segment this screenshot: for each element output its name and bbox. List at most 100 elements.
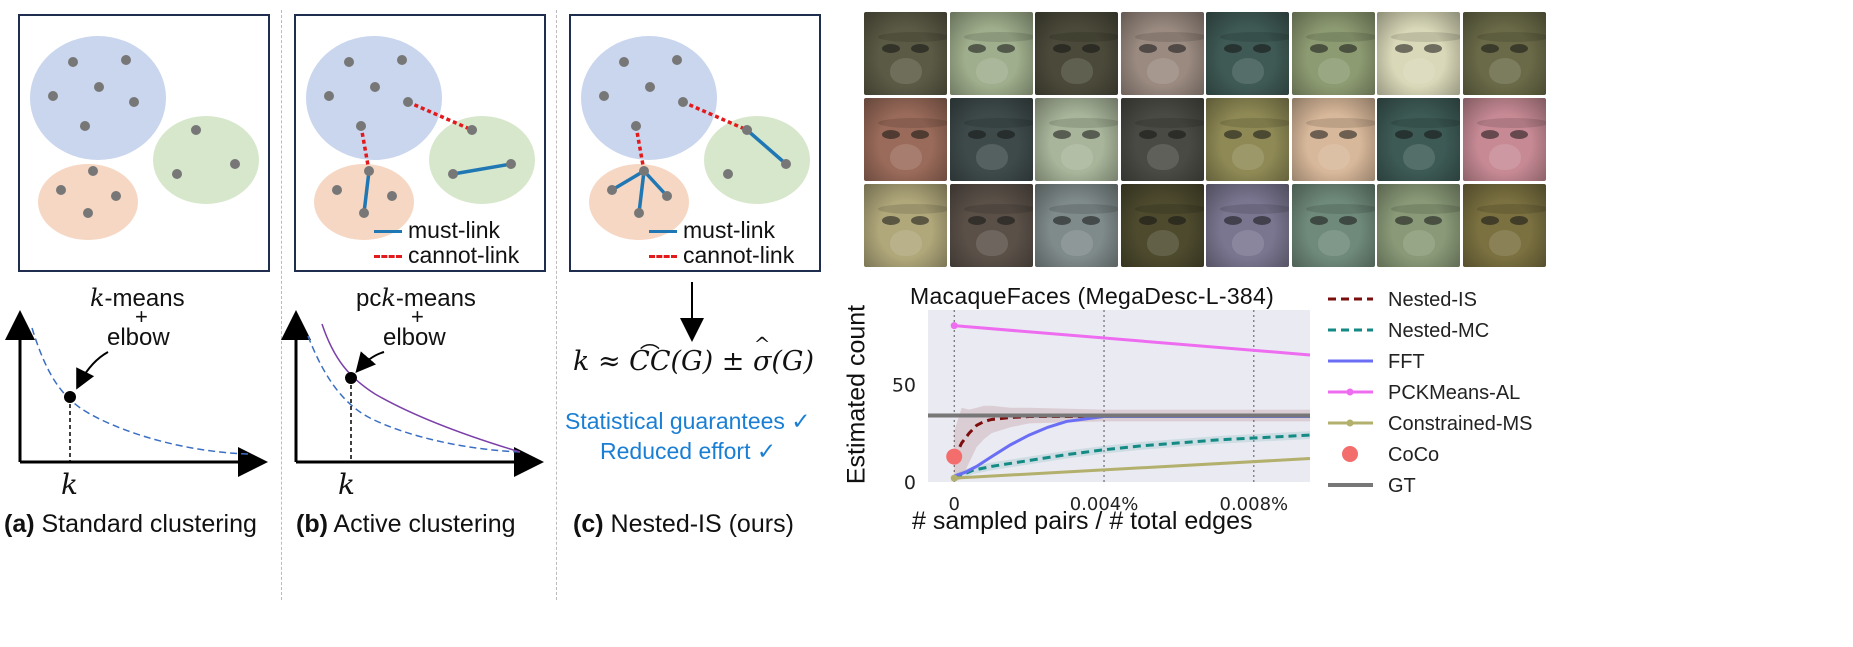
panel-a-box [18,14,270,272]
macaque-face-image [1120,184,1204,267]
macaque-face-image [864,12,947,95]
legend-marker [1342,446,1358,462]
macaque-face-image [1120,98,1204,181]
macaque-face-image [1462,98,1546,181]
elbow-curve [31,327,249,455]
legend-label: Nested-IS [1388,289,1477,311]
legend-cannot-link: cannot-link [408,242,520,268]
legend-label: FFT [1388,351,1425,373]
y-tick-label: 50 [892,374,916,396]
macaque-face-image [1462,12,1546,95]
separator-ab [281,10,282,600]
macaque-face-image [949,12,1033,95]
legend-label: CoCo [1388,444,1439,466]
legend-marker [1346,388,1354,396]
macaque-face-image [1377,12,1460,95]
elbow-point [345,372,357,384]
chart-xlabel: # sampled pairs / # total edges [912,507,1253,535]
macaque-face-image [864,98,947,181]
macaque-face-image [1291,12,1375,95]
macaque-face-image [1035,98,1118,181]
grid-lines [953,310,1255,482]
panel-a-elbow-plot [4,310,268,477]
effort-text: Reduced effort ✓ [600,438,777,464]
macaque-face-image [1377,98,1460,181]
cluster-points [599,55,791,218]
macaque-face-image [1035,12,1118,95]
macaque-face-image [864,184,947,267]
orange-cluster [38,164,138,240]
panel-b-method-label: pck-means [356,284,476,312]
panel-a-clusters [30,36,259,240]
series-fft [953,415,1310,478]
cluster-points [324,55,516,218]
legend-cannot-link: cannot-link [683,242,795,268]
panel-b-clusters [306,36,535,240]
legend-label: PCKMeans-AL [1388,382,1520,404]
series-coco [946,448,963,465]
panel-a-k-label: k [61,468,78,501]
panel-a-caption: (a) Standard clustering [4,510,257,538]
green-cluster [153,116,259,204]
series-nested-mc [953,433,1311,480]
elbow-curve-solid [321,323,521,453]
macaque-face-image [1206,184,1289,267]
band-nested-mc [954,431,1310,482]
chart-title: MacaqueFaces (MegaDesc-L-384) [910,283,1275,309]
panel-a-plus: + [135,304,148,329]
macaque-face-image [1462,184,1546,267]
series-nested-is [952,415,1310,460]
series-constrained-ms-marker [950,474,958,482]
series-constrained-ms [954,457,1311,480]
legend-label: Nested-MC [1388,320,1489,342]
cannot-links [359,100,473,172]
panel-a-elbow-label: elbow [107,324,170,351]
legend-label: GT [1388,475,1416,497]
blue-cluster [306,36,442,160]
macaque-face-image [1206,12,1289,95]
series-pckmeans-al [954,324,1311,357]
macaque-face-image [1120,12,1204,95]
elbow-arrow [355,351,385,374]
cannot-links [634,100,748,172]
plot-area [928,310,1310,482]
separator-bc [556,10,557,600]
panel-c-formula: k ≈ ⌒ CC(G) ± ^ σ(G) [573,332,815,377]
series-lines [928,322,1311,482]
panel-b-elbow-plot [281,310,544,477]
confidence-bands [954,405,1310,482]
axis-ticks: 0 0.004% 0.008%050 [892,374,1288,515]
cluster-points [48,55,240,218]
panel-b-elbow-label: elbow [383,324,446,351]
series-pckmeans-al-marker [950,322,958,330]
elbow-curve-dashed [307,335,521,453]
macaque-face-image [1377,184,1460,267]
band-nested-is [954,405,1310,482]
panel-c-box: must-link cannot-link [569,14,821,272]
must-links [611,128,788,214]
panel-b-plus: + [411,304,424,329]
panel-b-caption: (b) Active clustering [296,510,516,538]
legend-must-link: must-link [408,217,501,243]
must-links [362,162,512,214]
y-tick-label: 0 [904,472,916,494]
macaque-face-image [1291,98,1375,181]
macaque-face-image [949,98,1033,181]
macaque-face-image [1206,98,1289,181]
green-cluster [429,116,535,204]
macaque-face-image [949,184,1033,267]
elbow-arrow [76,351,109,390]
legend-must-link: must-link [683,217,776,243]
panel-c-legend: must-link cannot-link [649,218,794,268]
guarantee-text: Statistical guarantees ✓ [565,408,811,434]
legend-label: Constrained-MS [1388,413,1533,435]
chart-legend: Nested-IS Nested-MC FFT PCKMeans-AL Constrai… [1328,289,1533,497]
macaque-face-image [1291,184,1375,267]
panel-b-k-label: k [338,468,355,501]
blue-cluster [581,36,717,160]
chart-ylabel: Estimated count [842,304,871,485]
elbow-point [64,391,76,403]
legend-marker [1346,419,1354,427]
macaque-face-image [1035,184,1118,267]
panel-a-method-label: k-means [90,284,185,312]
